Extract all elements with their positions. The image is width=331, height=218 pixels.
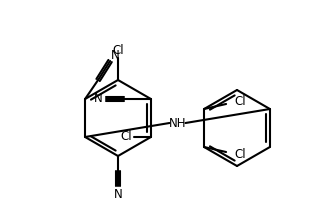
Text: N: N	[114, 187, 122, 201]
Text: Cl: Cl	[112, 44, 124, 56]
Text: Cl: Cl	[120, 131, 132, 143]
Text: N: N	[94, 92, 102, 106]
Text: N: N	[111, 48, 119, 61]
Text: Cl: Cl	[234, 94, 246, 107]
Text: NH: NH	[169, 116, 186, 129]
Text: Cl: Cl	[234, 148, 246, 162]
